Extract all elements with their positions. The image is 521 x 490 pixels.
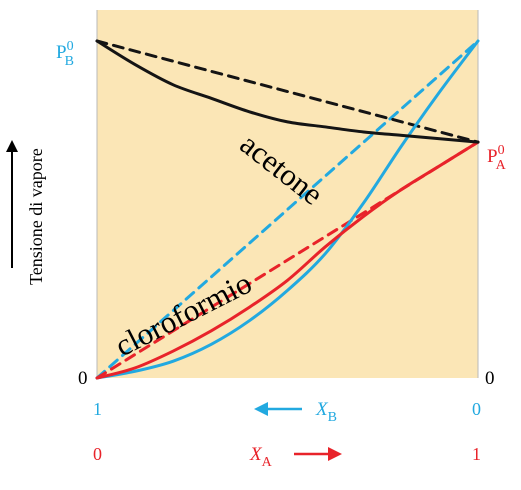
xb-label-main: X [315, 399, 329, 420]
series-line-5-solid [95, 39, 480, 144]
xb-arrow-head [254, 402, 268, 416]
y-axis-label: Tensione di vapore [26, 148, 46, 285]
xb-label-sub: B [328, 410, 337, 425]
xa-label: XA [249, 444, 273, 470]
xa-arrow-head [328, 447, 342, 461]
label-p0a-sub: A [496, 158, 507, 173]
series-line-1-solid [95, 39, 480, 380]
xa-left-tick: 0 [93, 444, 102, 464]
label-p0a-sup: 0 [498, 143, 505, 158]
label-p0a-main: P [487, 146, 498, 167]
xa-label-main: X [249, 444, 263, 465]
xb-label: XB [315, 399, 337, 425]
series-line-3-solid [95, 140, 480, 380]
xb-left-tick: 1 [93, 399, 102, 419]
xb-right-tick: 0 [472, 399, 481, 419]
label-p0b-main: P [56, 42, 67, 63]
label-p0b-sup: 0 [67, 39, 74, 54]
label-p0b: P0 B [56, 39, 74, 69]
right-zero-label: 0 [485, 368, 495, 389]
series-layer [95, 39, 480, 380]
label-p0a: P0 A [487, 143, 507, 173]
label-p0b-sub: B [65, 54, 74, 69]
series-line-2-dashed [95, 39, 480, 380]
plot-background [97, 10, 478, 378]
y-axis-arrow-head [6, 140, 18, 152]
xa-label-sub: A [262, 455, 273, 470]
xa-right-tick: 1 [472, 444, 481, 464]
left-zero-label: 0 [78, 368, 88, 389]
